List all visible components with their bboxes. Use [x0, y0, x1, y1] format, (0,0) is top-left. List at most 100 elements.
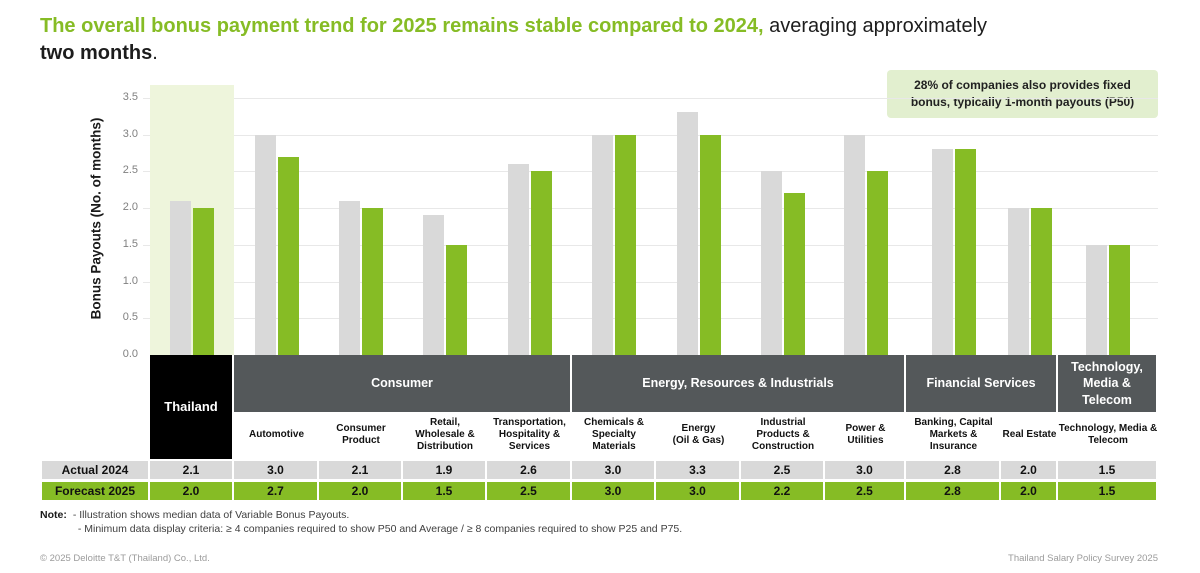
gridline [143, 171, 1158, 173]
title-bold-line2: two months [40, 42, 153, 64]
table-cell: 2.0 [319, 482, 403, 500]
bar-forecast-2025 [699, 134, 721, 355]
table-cell: 1.5 [1058, 461, 1158, 479]
table-cell: 2.2 [741, 482, 825, 500]
title-highlight: The overall bonus payment trend for 2025… [40, 15, 764, 37]
bar-forecast-2025 [784, 193, 805, 355]
bar-actual-2024 [676, 112, 698, 355]
sub-header-cell: Industrial Products & Construction [741, 412, 825, 458]
table-cell: 3.0 [572, 482, 656, 500]
bar-forecast-2025 [954, 149, 976, 355]
bar-group [403, 85, 487, 355]
page-title: The overall bonus payment trend for 2025… [40, 13, 1185, 67]
group-header-thailand: Thailand [150, 355, 234, 459]
y-tick-label: 0.0 [122, 348, 138, 360]
table-cell: 2.0 [1001, 482, 1058, 500]
sub-header-cell: Chemicals & Specialty Materials [572, 412, 656, 458]
table-cell: 2.7 [234, 482, 319, 500]
bar-group [234, 85, 319, 355]
table-cell: 2.0 [150, 482, 234, 500]
bar-actual-2024 [339, 200, 360, 355]
thailand-highlight-band [150, 85, 234, 355]
bar-forecast-2025 [193, 208, 214, 355]
sub-header-cell: Energy (Oil & Gas) [656, 412, 741, 458]
group-header-cell: Consumer [234, 355, 572, 412]
bar-actual-2024 [931, 149, 953, 355]
table-cell: 3.0 [234, 461, 319, 479]
title-normal: averaging approximately [763, 15, 988, 37]
footer-copyright: © 2025 Deloitte T&T (Thailand) Co., Ltd. [40, 553, 210, 564]
gridline [143, 208, 1158, 209]
gridline [143, 244, 1158, 246]
table-cell: 1.9 [403, 461, 487, 479]
table-cell: 2.8 [906, 461, 1001, 479]
table-cell: 2.5 [825, 482, 906, 500]
y-tick-label: 2.5 [122, 164, 138, 177]
note-lines: - Illustration shows median data of Vari… [73, 508, 682, 536]
bar-forecast-2025 [362, 208, 383, 355]
note-label: Note: [40, 509, 67, 521]
sub-header-cell: Transportation, Hospitality & Services [487, 412, 572, 458]
y-tick-label: 1.0 [122, 274, 138, 287]
bar-forecast-2025 [866, 171, 888, 355]
bar-group [572, 85, 656, 355]
table-cell: 2.1 [319, 461, 403, 479]
bar-group [319, 85, 403, 355]
sub-header-cell: Automotive [234, 412, 319, 458]
gridline [143, 134, 1158, 136]
y-tick-label: 1.5 [122, 237, 138, 250]
table-cell: 1.5 [1058, 482, 1158, 500]
note-line: - Minimum data display criteria: ≥ 4 com… [77, 523, 683, 535]
bar-actual-2024 [1086, 244, 1107, 355]
sub-header-cell: Power & Utilities [825, 412, 906, 458]
group-header-cell: Technology, Media & Telecom [1058, 355, 1158, 412]
y-tick-label: 0.5 [122, 311, 138, 324]
bar-forecast-2025 [1030, 208, 1052, 355]
table-cell: 2.5 [487, 482, 572, 500]
y-tick-label: 2.0 [122, 201, 138, 213]
bar-group [150, 85, 234, 355]
bar-group [825, 85, 906, 355]
bar-actual-2024 [170, 200, 191, 355]
bar-actual-2024 [507, 163, 529, 355]
gridline [143, 97, 1158, 99]
row-label: Actual 2024 [42, 461, 150, 479]
bar-actual-2024 [423, 215, 444, 355]
gridline [143, 318, 1158, 320]
sub-header-cell: Real Estate [1001, 412, 1058, 458]
sub-header-cell: Banking, Capital Markets & Insurance [906, 412, 1001, 458]
table-cell: 3.0 [572, 461, 656, 479]
bar-actual-2024 [761, 171, 782, 355]
table-cell: 1.5 [403, 482, 487, 500]
footer-survey-name: Thailand Salary Policy Survey 2025 [1008, 553, 1158, 564]
y-tick-label: 3.5 [122, 90, 138, 103]
sub-header-cell: Retail, Wholesale & Distribution [403, 412, 487, 458]
table-cell: 3.0 [825, 461, 906, 479]
table-cell: 2.8 [906, 482, 1001, 500]
bar-group [906, 85, 1001, 355]
table-cell: 3.3 [656, 461, 741, 479]
bar-group [656, 85, 741, 355]
bar-forecast-2025 [446, 244, 467, 355]
bar-forecast-2025 [1109, 244, 1130, 355]
bar-actual-2024 [843, 134, 865, 355]
bar-group [1001, 85, 1058, 355]
bar-actual-2024 [254, 134, 276, 355]
bar-forecast-2025 [277, 156, 299, 355]
row-label: Forecast 2025 [42, 482, 150, 500]
group-header-cell: Energy, Resources & Industrials [572, 355, 906, 412]
table-cell: 2.6 [487, 461, 572, 479]
sub-header-cell: Consumer Product [319, 412, 403, 458]
title-period: . [152, 42, 158, 64]
sub-header-cell: Technology, Media & Telecom [1058, 412, 1158, 458]
table-cell: 3.0 [656, 482, 741, 500]
note: Note: - Illustration shows median data o… [40, 508, 682, 536]
bar-group [741, 85, 825, 355]
table-cell: 2.1 [150, 461, 234, 479]
table-cell: 2.0 [1001, 461, 1058, 479]
bar-forecast-2025 [530, 171, 552, 355]
bar-group [487, 85, 572, 355]
bar-forecast-2025 [615, 134, 636, 355]
bar-actual-2024 [1007, 208, 1029, 355]
